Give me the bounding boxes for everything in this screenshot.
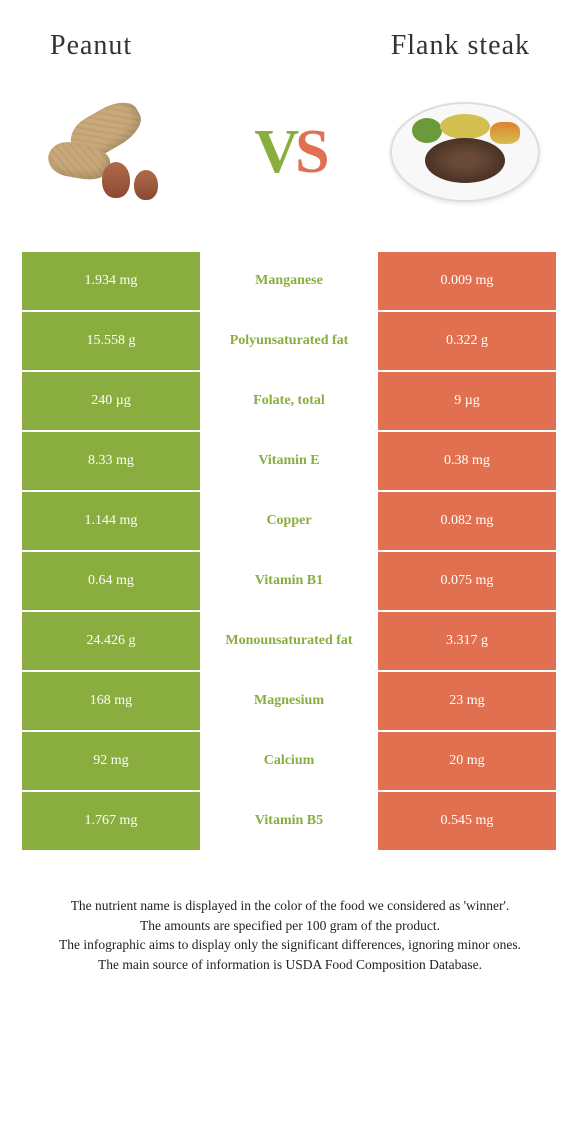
vs-label: VS [254,117,325,188]
nutrient-label: Monounsaturated fat [200,612,378,670]
footnote-line: The infographic aims to display only the… [30,935,550,955]
nutrient-label: Vitamin B1 [200,552,378,610]
footnote-line: The main source of information is USDA F… [30,955,550,975]
nutrient-label: Magnesium [200,672,378,730]
right-value: 0.075 mg [378,552,556,610]
table-row: 24.426 gMonounsaturated fat3.317 g [22,612,558,672]
table-row: 15.558 gPolyunsaturated fat0.322 g [22,312,558,372]
left-value: 24.426 g [22,612,200,670]
nutrient-label: Folate, total [200,372,378,430]
nutrient-label: Manganese [200,252,378,310]
left-value: 1.144 mg [22,492,200,550]
footnotes: The nutrient name is displayed in the co… [0,852,580,994]
nutrient-label: Vitamin E [200,432,378,490]
table-row: 240 µgFolate, total9 µg [22,372,558,432]
left-value: 1.767 mg [22,792,200,850]
left-value: 168 mg [22,672,200,730]
table-row: 8.33 mgVitamin E0.38 mg [22,432,558,492]
hero-row: VS [0,72,580,252]
peanut-illustration [40,92,190,212]
table-row: 1.767 mgVitamin B50.545 mg [22,792,558,852]
left-value: 8.33 mg [22,432,200,490]
right-value: 9 µg [378,372,556,430]
vs-s: S [295,118,325,186]
right-value: 20 mg [378,732,556,790]
table-row: 1.144 mgCopper0.082 mg [22,492,558,552]
right-value: 0.082 mg [378,492,556,550]
nutrient-table: 1.934 mgManganese0.009 mg15.558 gPolyuns… [22,252,558,852]
left-food-title: Peanut [50,30,132,62]
right-value: 23 mg [378,672,556,730]
left-value: 240 µg [22,372,200,430]
nutrient-label: Copper [200,492,378,550]
nutrient-label: Vitamin B5 [200,792,378,850]
nutrient-label: Calcium [200,732,378,790]
right-value: 0.38 mg [378,432,556,490]
nutrient-label: Polyunsaturated fat [200,312,378,370]
table-row: 1.934 mgManganese0.009 mg [22,252,558,312]
right-value: 0.009 mg [378,252,556,310]
right-value: 3.317 g [378,612,556,670]
left-value: 0.64 mg [22,552,200,610]
right-food-title: Flank steak [391,30,530,62]
steak-illustration [390,92,540,212]
left-value: 1.934 mg [22,252,200,310]
left-value: 15.558 g [22,312,200,370]
right-value: 0.322 g [378,312,556,370]
footnote-line: The amounts are specified per 100 gram o… [30,916,550,936]
vs-v: V [254,118,295,186]
right-value: 0.545 mg [378,792,556,850]
table-row: 0.64 mgVitamin B10.075 mg [22,552,558,612]
table-row: 168 mgMagnesium23 mg [22,672,558,732]
footnote-line: The nutrient name is displayed in the co… [30,896,550,916]
header-titles: Peanut Flank steak [0,0,580,72]
left-value: 92 mg [22,732,200,790]
table-row: 92 mgCalcium20 mg [22,732,558,792]
